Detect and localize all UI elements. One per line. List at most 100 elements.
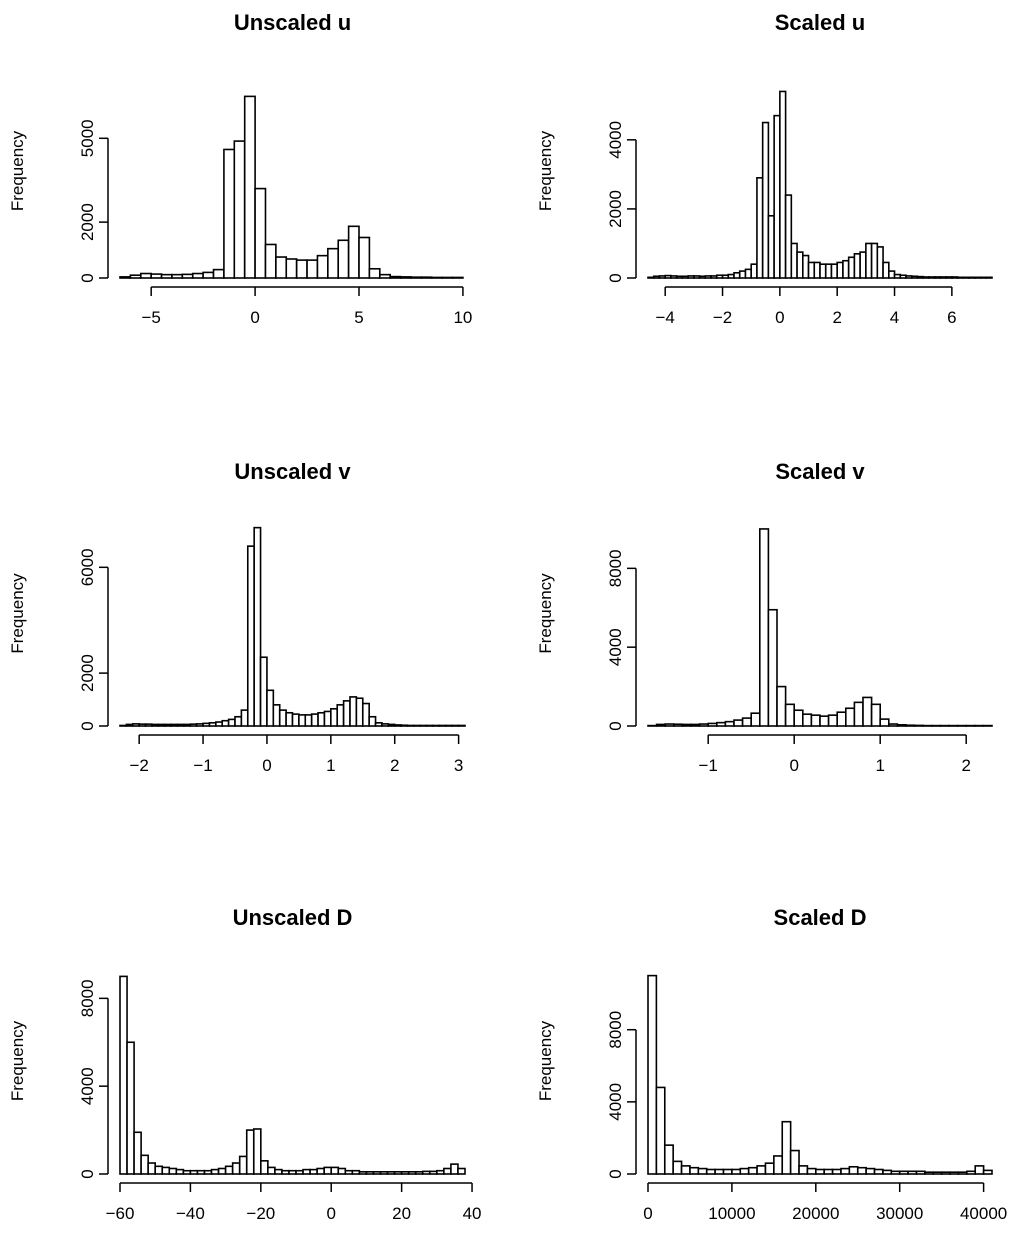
- x-tick-label: 0: [643, 1204, 652, 1223]
- chart-title: Unscaled v: [234, 459, 351, 484]
- histogram-bar: [844, 707, 856, 727]
- histogram-bar: [441, 276, 454, 279]
- histogram-bar: [157, 723, 166, 727]
- histogram-bar: [163, 723, 172, 727]
- x-tick-label: 6: [947, 308, 956, 327]
- histogram-bar: [161, 1166, 171, 1175]
- histogram-bar: [316, 1167, 325, 1175]
- histogram-bar: [221, 719, 230, 727]
- histogram-bar: [327, 247, 340, 279]
- histogram-bar: [389, 275, 402, 279]
- x-tick-label: 1: [875, 756, 884, 775]
- histogram-bar: [731, 1168, 742, 1175]
- histogram-bar: [810, 714, 821, 727]
- histogram-bar: [823, 1168, 834, 1175]
- histogram-bar: [974, 1165, 985, 1175]
- histogram-bar: [119, 276, 132, 279]
- histogram-bar: [182, 1169, 192, 1175]
- histogram-bar: [715, 721, 727, 727]
- histogram-bar: [140, 1154, 149, 1175]
- histogram-bar: [189, 723, 198, 727]
- histogram-bar: [870, 242, 879, 279]
- histogram-bar: [910, 275, 919, 279]
- x-tick-label: 30000: [876, 1204, 923, 1223]
- histogram-bar: [962, 276, 970, 279]
- histogram-bar: [689, 1166, 700, 1175]
- histogram-bar: [951, 276, 959, 279]
- histogram-bar: [830, 263, 839, 279]
- histogram-bar: [663, 1144, 674, 1175]
- y-tick-label: 0: [606, 721, 625, 730]
- histogram-bar: [968, 276, 976, 279]
- y-axis-label: Frequency: [8, 1020, 27, 1101]
- histogram-bar: [278, 709, 287, 727]
- x-tick-label: 0: [326, 1204, 335, 1223]
- y-tick-label: 6000: [78, 548, 97, 586]
- y-tick-label: 4000: [606, 1083, 625, 1121]
- histogram-bar: [144, 723, 153, 727]
- histogram-bar: [672, 1160, 683, 1175]
- histogram-bar: [419, 724, 428, 727]
- histogram-bar: [133, 1131, 142, 1175]
- histogram-bar: [758, 528, 770, 727]
- histogram-bar: [913, 724, 924, 727]
- histogram-bar: [690, 723, 701, 727]
- histogram-bar: [915, 1170, 926, 1175]
- histogram-bar: [801, 713, 813, 727]
- histogram-bar: [337, 239, 350, 279]
- histogram-bar: [776, 685, 787, 727]
- x-tick-label: 1: [326, 756, 335, 775]
- histogram-bar: [928, 276, 936, 279]
- histogram-bar: [281, 1169, 290, 1175]
- histogram-bar: [739, 1167, 750, 1175]
- histogram-bar: [208, 722, 217, 727]
- histogram-bar: [342, 700, 351, 727]
- histogram-bar: [698, 723, 709, 727]
- histogram-bar: [693, 275, 701, 279]
- histogram-bar: [727, 273, 735, 279]
- histogram-bar: [750, 712, 761, 727]
- histogram-bar: [652, 275, 661, 279]
- histogram-bar: [264, 243, 277, 279]
- histogram-bar: [272, 704, 281, 727]
- histogram-bar: [982, 1169, 993, 1175]
- histogram-bar: [344, 1169, 354, 1175]
- y-tick-label: 5000: [78, 119, 97, 157]
- x-tick-label: −2: [713, 308, 732, 327]
- x-tick-label: −1: [699, 756, 718, 775]
- histogram-bar: [698, 275, 707, 279]
- histogram-bar: [655, 723, 666, 727]
- histogram-bar: [939, 276, 947, 279]
- x-tick-label: −4: [656, 308, 675, 327]
- histogram-bar: [400, 724, 409, 727]
- chart-title: Scaled v: [775, 459, 865, 484]
- histogram-bar: [865, 1167, 876, 1175]
- histogram-bar: [862, 696, 873, 727]
- histogram-bar: [436, 1169, 445, 1175]
- histogram-bar: [176, 723, 185, 727]
- histogram-bar: [789, 1149, 800, 1175]
- x-tick-label: 0: [775, 308, 784, 327]
- histogram-bar: [764, 1162, 775, 1175]
- histogram-bar: [374, 722, 383, 727]
- histogram-bar: [337, 1167, 347, 1175]
- x-tick-label: −20: [246, 1204, 275, 1223]
- histogram-bar: [393, 1171, 403, 1175]
- histogram-bar: [358, 236, 371, 279]
- x-tick-label: 2: [961, 756, 970, 775]
- y-tick-label: 0: [78, 721, 97, 730]
- histogram-bar: [882, 261, 890, 279]
- histogram-bar: [215, 721, 224, 727]
- histogram-bar: [189, 1169, 199, 1175]
- histogram-bar: [848, 1165, 859, 1175]
- histogram-bar: [741, 717, 752, 727]
- histogram-bar: [330, 708, 339, 727]
- histogram-bar: [246, 545, 255, 727]
- histogram-bar: [710, 275, 718, 279]
- histogram-bar: [243, 95, 256, 279]
- histogram-bar: [428, 1170, 438, 1175]
- x-tick-label: −5: [141, 308, 160, 327]
- histogram-bar: [365, 1171, 375, 1175]
- y-tick-label: 0: [606, 273, 625, 282]
- histogram-bar: [291, 713, 300, 727]
